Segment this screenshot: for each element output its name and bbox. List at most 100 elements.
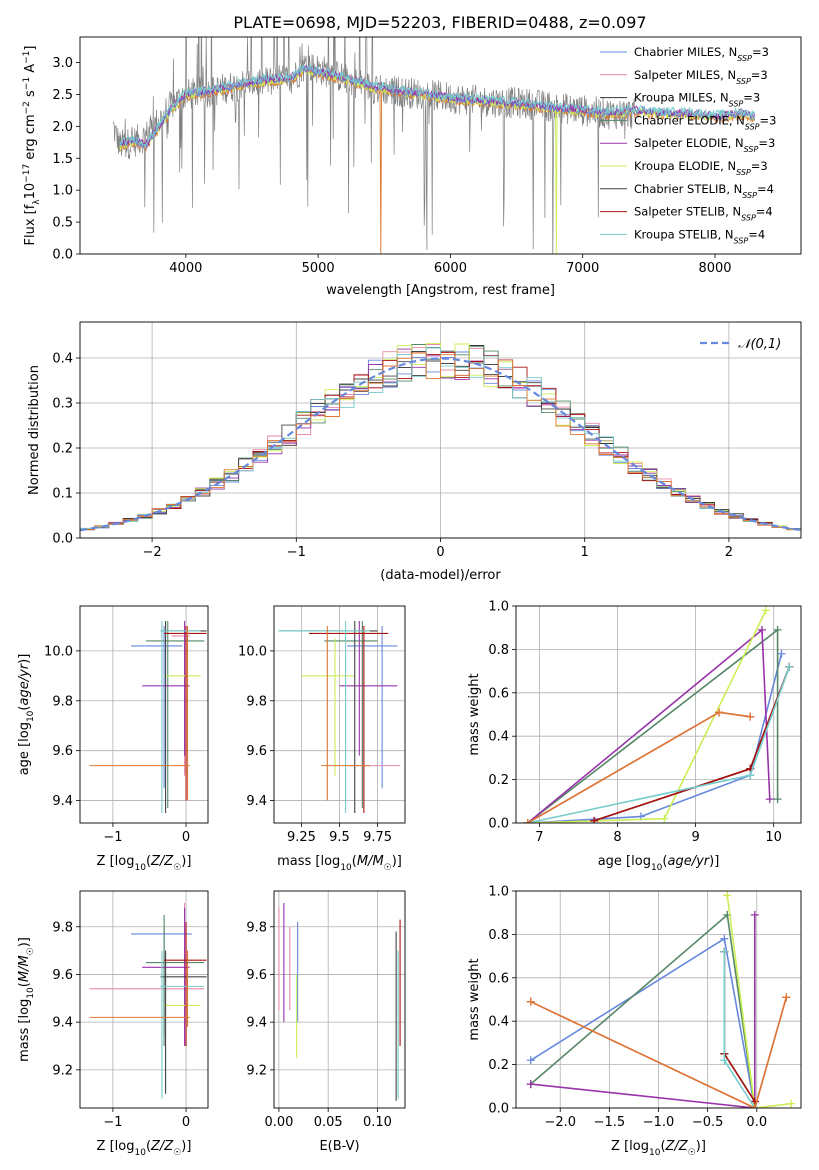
x-tick-label: 6000 <box>434 261 467 276</box>
x-tick-label: −1 <box>287 545 306 560</box>
y-tick-label: 0.3 <box>52 397 73 412</box>
weight-point-marker <box>773 795 782 804</box>
legend-label: Kroupa STELIB, NSSP=4 <box>634 227 765 245</box>
y-tick-label: 0.0 <box>488 1102 509 1117</box>
y-tick-label: 0.6 <box>488 686 509 701</box>
errorbar-chabrier_miles <box>347 625 398 789</box>
weight-line <box>530 914 756 1108</box>
errorbar-kroupa_elodie <box>164 638 201 776</box>
y-tick-label: 9.8 <box>246 920 267 935</box>
y-tick-label: 1.5 <box>52 152 73 167</box>
weight-point-marker <box>757 625 766 634</box>
x-axis-label: mass [log10(M/M☉)] <box>277 854 402 873</box>
y-tick-label: 1.0 <box>488 600 509 615</box>
x-axis-label: Z [log10(Z/Z☉)] <box>97 1139 192 1158</box>
y-tick-label: 0.0 <box>52 532 73 547</box>
x-tick-label: 0.00 <box>264 1115 293 1130</box>
legend-label: Kroupa MILES, NSSP=3 <box>634 91 760 109</box>
x-tick-label: −1.0 <box>643 1115 675 1130</box>
y-tick-label: 0.6 <box>488 971 509 986</box>
chart-age_weight: 7 8 9 10 0.0 0.2 0.4 0.6 0.8 1.0 age [log10(age/yr… <box>467 600 802 873</box>
weight-point-marker <box>720 934 729 943</box>
y-axis-label: mass weight <box>467 673 482 755</box>
weight-point-marker <box>715 708 724 717</box>
y-axis-label: Normed distribution <box>27 365 42 495</box>
x-tick-label: 0.10 <box>363 1115 392 1130</box>
weight-line <box>527 609 767 823</box>
y-tick-label: 1.0 <box>52 184 73 199</box>
weight-line <box>530 997 788 1108</box>
errorbar-chabrier_stelib <box>160 950 207 1094</box>
y-tick-label: 0.1 <box>52 487 73 502</box>
x-tick-label: −2.0 <box>544 1115 576 1130</box>
x-tick-label: 4000 <box>169 261 202 276</box>
chart-spectrum: 4000 5000 6000 7000 8000 0.0 0.5 1.0 1.5 2.0 2.5 3.… <box>22 36 802 298</box>
y-tick-label: 9.6 <box>52 968 73 983</box>
weight-point-marker <box>526 997 535 1006</box>
model-spectrum-kroupa_stelib <box>119 64 756 148</box>
legend-label: Chabrier ELODIE, NSSP=3 <box>634 113 776 130</box>
x-tick-label: 7000 <box>566 261 599 276</box>
x-axis-label: E(B-V) <box>319 1139 359 1154</box>
y-tick-label: 9.6 <box>52 744 73 759</box>
y-tick-label: 0.2 <box>52 442 73 457</box>
weight-series-kroupa_elodie <box>523 606 770 823</box>
x-axis-label: age [log10(age/yr)] <box>598 854 720 873</box>
chart-z_age: −1 0 9.4 9.6 9.8 10.0 Z [log10(Z/Z☉)] age [log1… <box>17 605 209 873</box>
legend-label: Salpeter STELIB, NSSP=4 <box>634 205 773 223</box>
weight-point-marker <box>746 712 755 721</box>
weight-series-orange <box>526 993 791 1108</box>
errorbar-salpeter_stelib <box>164 625 207 801</box>
axes-frame <box>79 605 209 824</box>
x-tick-label: −1 <box>103 830 122 845</box>
x-tick-label: 0 <box>436 545 444 560</box>
errorbar-salpeter_stelib <box>309 625 389 814</box>
weight-point-marker <box>590 816 599 823</box>
weight-line <box>726 895 792 1108</box>
x-tick-label: 2 <box>725 545 733 560</box>
y-tick-label: 1.0 <box>488 885 509 900</box>
errorbar-chabrier_miles <box>131 625 183 789</box>
weight-line <box>527 628 779 823</box>
y-tick-label: 9.4 <box>246 1016 267 1031</box>
x-tick-label: 9.75 <box>363 830 392 845</box>
x-tick-label: 9.5 <box>329 830 350 845</box>
spectrum-legend: Chabrier MILES, NSSP=3 Salpeter MILES, NS… <box>600 45 776 245</box>
weight-series-kroupa_stelib <box>720 947 759 1108</box>
y-tick-label: 9.8 <box>52 694 73 709</box>
errorbar-salpeter_elodie <box>339 620 398 756</box>
errorbar-kroupa_elodie <box>301 638 355 776</box>
x-tick-label: 0 <box>182 830 190 845</box>
x-axis-label: (data-model)/error <box>380 568 501 583</box>
y-tick-label: 3.0 <box>52 56 73 71</box>
y-tick-label: 0.0 <box>488 817 509 832</box>
x-tick-label: 9 <box>691 830 699 845</box>
errorbar-orange <box>89 625 190 801</box>
x-tick-label: 0 <box>182 1115 190 1130</box>
y-tick-label: 9.2 <box>52 1063 73 1078</box>
x-tick-label: 0.0 <box>746 1115 767 1130</box>
y-tick-label: 9.8 <box>246 694 267 709</box>
axes-frame <box>79 321 802 539</box>
x-tick-label: −1.5 <box>594 1115 626 1130</box>
errorbar-kroupa_elodie <box>164 974 201 1046</box>
y-tick-label: 9.6 <box>246 744 267 759</box>
x-tick-label: 7 <box>535 830 543 845</box>
y-tick-label: 9.6 <box>246 968 267 983</box>
weight-line <box>530 937 756 1108</box>
x-tick-label: 8000 <box>698 261 731 276</box>
weight-line <box>527 628 771 823</box>
y-tick-label: 9.4 <box>246 794 267 809</box>
legend-label: Chabrier STELIB, NSSP=4 <box>634 182 774 200</box>
y-tick-label: 0.2 <box>488 1058 509 1073</box>
y-tick-label: 0.8 <box>488 643 509 658</box>
y-tick-label: 0.4 <box>488 1015 509 1030</box>
plot-area-z_age <box>89 620 207 814</box>
errorbar-orange <box>321 625 370 801</box>
y-tick-label: 0.4 <box>488 730 509 745</box>
y-tick-label: 9.2 <box>246 1063 267 1078</box>
axes-frame <box>79 36 802 255</box>
y-tick-label: 9.4 <box>52 794 73 809</box>
y-tick-label: 10.0 <box>44 644 73 659</box>
normal-reference-curve <box>80 357 801 532</box>
